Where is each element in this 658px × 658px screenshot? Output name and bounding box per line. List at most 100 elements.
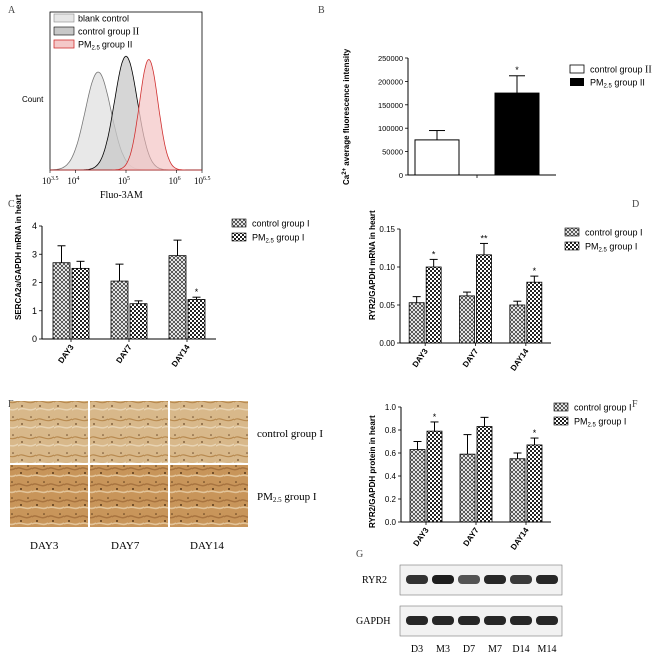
- y-tick-label: 0.0: [385, 518, 397, 527]
- panel-d-legend: control group I PM2.5 group I: [564, 227, 643, 254]
- panel-label-a: A: [8, 5, 16, 16]
- band-gapdh-d3: [406, 616, 428, 625]
- y-tick-label: 0.4: [385, 472, 397, 481]
- bar-day14-s1: [509, 304, 526, 344]
- panel-g-western-blot: G RYR2 GAPDH D3 M3 D7 M7 D14 M14: [356, 549, 563, 655]
- panel-label-g: G: [356, 549, 363, 560]
- legend-swatch-control-d: [564, 227, 580, 237]
- y-tick-label: 0.6: [385, 449, 397, 458]
- band-gapdh-m14: [536, 616, 558, 625]
- legend-label-blank: blank control: [78, 14, 129, 24]
- lane-label-d14: D14: [512, 644, 529, 655]
- micrograph-control-day14: [170, 401, 248, 463]
- lane-label-m14: M14: [538, 644, 557, 655]
- significance-mark: **: [480, 233, 488, 243]
- panel-label-d: D: [632, 199, 639, 210]
- y-tick-label: 2: [32, 278, 37, 288]
- legend-swatch-control-f: [553, 402, 569, 412]
- y-tick-label: 0: [399, 171, 403, 180]
- band-gapdh-m7: [484, 616, 506, 625]
- significance-mark: *: [195, 287, 199, 297]
- y-tick-label: 0.10: [379, 263, 395, 272]
- panel-d-bar-chart: D RYR2/GAPDH mRNA in heart 0.000.050.100…: [368, 199, 643, 373]
- bar-day7-s1: [459, 453, 476, 523]
- bar-b-2: [494, 92, 540, 176]
- panel-f-bar-chart: F RYR2/GAPDH protein in heart 0.00.20.40…: [368, 399, 638, 552]
- x-tick-label: 104: [67, 176, 79, 186]
- blot-label-ryr2: RYR2: [362, 575, 387, 586]
- panel-label-c: C: [8, 199, 15, 210]
- x-tick-label: DAY3: [56, 343, 76, 365]
- micrograph-pm-day7: [90, 465, 168, 527]
- band-ryr2-m3: [432, 575, 454, 584]
- legend-swatch-pm-f: [553, 416, 569, 426]
- y-tick-label: 50000: [382, 148, 403, 157]
- legend-label-control-d: control group I: [585, 228, 643, 238]
- panel-e-histology: E control group I PM2.5 group I DAY3 DAY…: [8, 399, 323, 552]
- row-label-control: control group I: [257, 428, 323, 440]
- y-tick-label: 1: [32, 306, 37, 316]
- row-label-pm: PM2.5 group I: [257, 491, 317, 504]
- significance-mark: *: [533, 266, 537, 276]
- x-tick-label: DAY7: [114, 343, 134, 365]
- x-tick-label: DAY3: [411, 347, 431, 369]
- legend-label-control: control group II: [78, 27, 139, 38]
- bar-day7-s2: [129, 303, 148, 340]
- band-ryr2-m7: [484, 575, 506, 584]
- legend-swatch-pm-c: [231, 232, 247, 242]
- micrograph-pm-day3: [10, 465, 88, 527]
- legend-label-pm-f: PM2.5 group I: [574, 417, 626, 429]
- bar-day14-s2: [526, 281, 543, 344]
- y-tick-label: 0.8: [385, 426, 397, 435]
- bar-day7-s2: [476, 254, 492, 344]
- band-ryr2-m14: [536, 575, 558, 584]
- band-ryr2-d14: [510, 575, 532, 584]
- legend-label-control-c: control group I: [252, 219, 310, 229]
- legend-swatch-pm-d: [564, 241, 580, 251]
- panel-b-plot: 0 50000 100000 150000 200000 250000 *: [378, 54, 556, 180]
- panel-f-ylabel: RYR2/GAPDH protein in heart: [368, 415, 377, 528]
- x-tick-label: 106.5: [194, 176, 211, 186]
- panel-f-plot: 0.0 0.2 0.4 0.6 0.8 1.0 * DAY3 DAY7 * DAY14: [385, 403, 551, 552]
- panel-b-ylabel: Ca2+ average fluorescence intensity: [342, 48, 351, 185]
- bar-day3-s2: [426, 430, 443, 523]
- significance-mark: *: [432, 249, 436, 259]
- y-tick-label: 0.15: [379, 225, 395, 234]
- y-tick-label: 0.00: [379, 339, 395, 348]
- legend-label-control-b: control group II: [590, 65, 652, 76]
- histology-grid: [10, 401, 248, 527]
- bar-day14-s1: [168, 255, 187, 340]
- band-ryr2-d7: [458, 575, 480, 584]
- panel-a-ylabel: Count: [22, 95, 44, 104]
- band-gapdh-d7: [458, 616, 480, 625]
- band-gapdh-d14: [510, 616, 532, 625]
- x-tick-label: 106: [169, 176, 181, 186]
- panel-f-legend: control group I PM2.5 group I: [553, 402, 632, 429]
- panel-a-legend: blank control control group II PM2.5 group…: [53, 14, 139, 52]
- blot-bands: [406, 575, 558, 625]
- bar-day3-s1: [52, 262, 71, 340]
- legend-swatch-control-b: [569, 64, 585, 74]
- x-tick-label: DAY7: [461, 347, 481, 369]
- panel-label-b: B: [318, 5, 325, 16]
- lane-label-m3: M3: [436, 644, 450, 655]
- bar-day3-s2: [71, 267, 90, 340]
- bar-day7-s1: [459, 295, 475, 344]
- y-tick-label: 0: [32, 334, 37, 344]
- y-tick-label: 0.05: [379, 301, 395, 310]
- panel-b-legend: control group II PM2.5 group II: [569, 64, 652, 90]
- legend-label-control-f: control group I: [574, 403, 632, 413]
- histogram-series-2: [50, 55, 202, 171]
- lane-label-d7: D7: [463, 644, 475, 655]
- y-tick-label: 250000: [378, 54, 403, 63]
- col-label-day7: DAY7: [111, 540, 140, 552]
- panel-c-ylabel: SERCA2a/GAPDH mRNA in heart: [14, 194, 23, 320]
- blot-label-gapdh: GAPDH: [356, 616, 390, 627]
- panel-c-bar-chart: C SERCA2a/GAPDH mRNA in heart 0 1 2 3 4 DAY3 D…: [8, 194, 310, 369]
- histogram-curves: [49, 55, 202, 171]
- panel-label-f: F: [632, 399, 638, 410]
- x-tick-label: DAY14: [509, 347, 531, 373]
- x-tick-label: DAY14: [170, 343, 192, 369]
- y-tick-label: 3: [32, 249, 37, 259]
